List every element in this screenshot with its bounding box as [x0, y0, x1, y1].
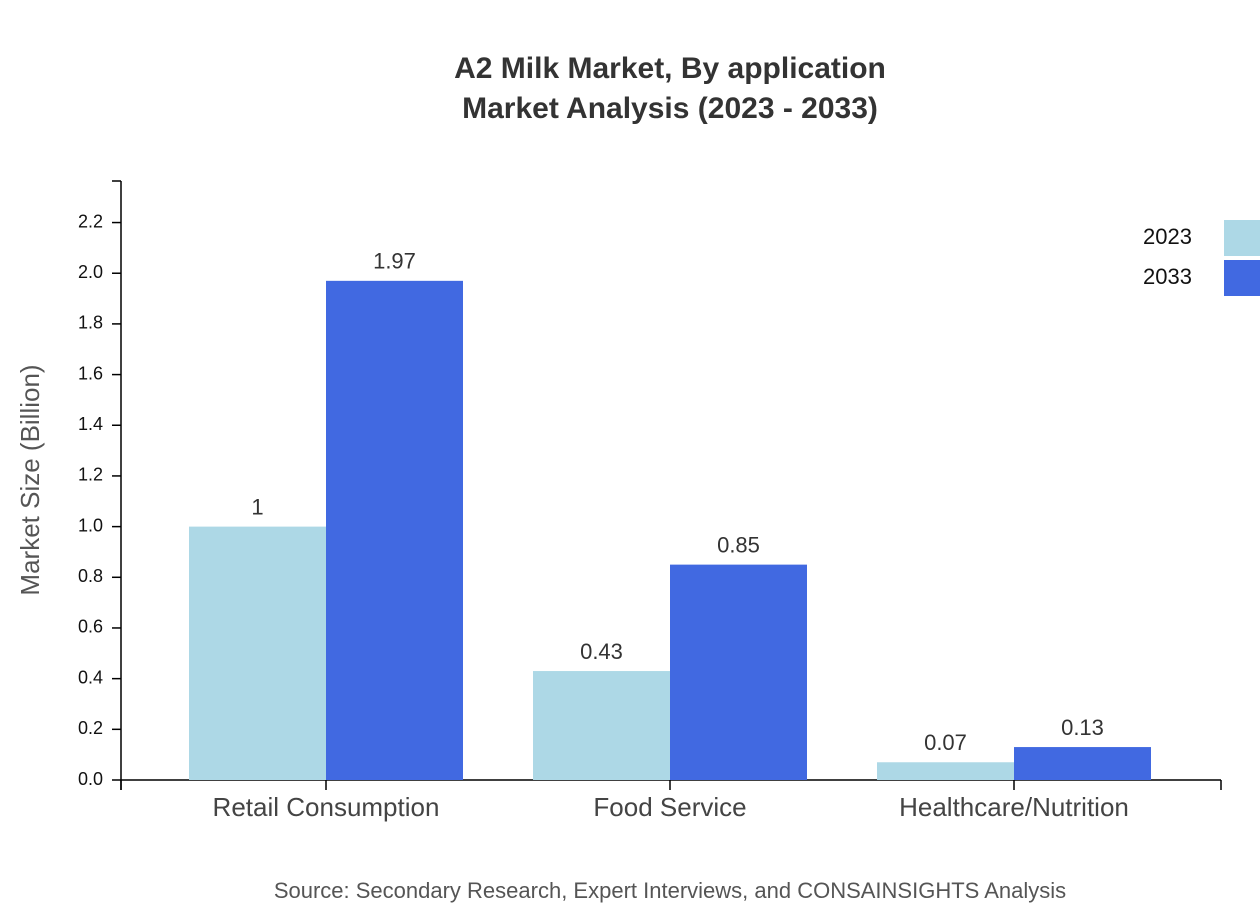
- bar: [877, 762, 1014, 780]
- x-tick-label: Food Service: [593, 792, 746, 822]
- legend-swatch: [1224, 220, 1260, 256]
- bar: [533, 671, 670, 780]
- y-tick-label: 0.2: [78, 718, 103, 738]
- legend-swatch: [1224, 260, 1260, 296]
- legend-label: 2033: [1143, 264, 1192, 289]
- value-label: 0.07: [924, 730, 967, 755]
- value-label: 1: [251, 494, 263, 519]
- value-label: 1.97: [373, 249, 416, 274]
- y-tick-label: 0.4: [78, 667, 103, 687]
- y-tick-label: 1.4: [78, 414, 103, 434]
- y-tick-label: 0.6: [78, 617, 103, 637]
- x-tick-label: Healthcare/Nutrition: [899, 792, 1129, 822]
- source-note: Source: Secondary Research, Expert Inter…: [274, 878, 1066, 903]
- x-tick-label: Retail Consumption: [213, 792, 440, 822]
- y-tick-label: 1.6: [78, 363, 103, 383]
- y-tick-label: 1.0: [78, 515, 103, 535]
- bar: [1014, 747, 1151, 780]
- value-label: 0.85: [717, 532, 760, 557]
- legend-label: 2023: [1143, 224, 1192, 249]
- value-label: 0.43: [580, 639, 623, 664]
- bar: [189, 526, 326, 780]
- y-tick-label: 1.8: [78, 313, 103, 333]
- chart-title: A2 Milk Market, By application: [454, 52, 886, 85]
- y-tick-label: 0.8: [78, 566, 103, 586]
- y-tick-label: 2.2: [78, 211, 103, 231]
- y-tick-label: 0.0: [78, 769, 103, 789]
- y-axis-title: Market Size (Billion): [15, 364, 45, 595]
- y-tick-label: 1.2: [78, 465, 103, 485]
- bar: [326, 280, 463, 780]
- bar: [670, 564, 807, 780]
- value-label: 0.13: [1061, 715, 1104, 740]
- chart-subtitle: Market Analysis (2023 - 2033): [462, 92, 878, 125]
- y-tick-label: 2.0: [78, 262, 103, 282]
